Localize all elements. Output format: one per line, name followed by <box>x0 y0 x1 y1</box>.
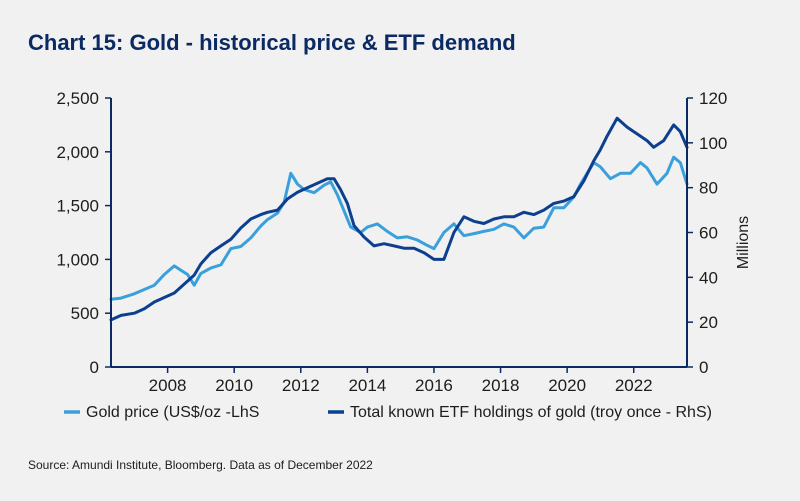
y-right-tick-label: 100 <box>699 134 727 153</box>
x-tick-label: 2012 <box>282 376 320 395</box>
y-right-tick-label: 0 <box>699 358 708 377</box>
series-line-1 <box>109 155 689 301</box>
plot-area <box>109 116 689 322</box>
x-tick-label: 2022 <box>615 376 653 395</box>
y-left-tick-label: 500 <box>71 304 99 323</box>
source-note: Source: Amundi Institute, Bloomberg. Dat… <box>28 458 373 472</box>
legend-label-2: Total known ETF holdings of gold (troy o… <box>350 404 712 421</box>
series-line-2 <box>109 116 689 322</box>
chart-title: Chart 15: Gold - historical price & ETF … <box>28 30 516 55</box>
y-left-tick-label: 1,000 <box>56 250 99 269</box>
y-right-tick-label: 20 <box>699 313 718 332</box>
y-right-tick-label: 60 <box>699 224 718 243</box>
legend-label-1: Gold price (US$/oz -LhS <box>86 404 259 421</box>
y-right-tick-label: 120 <box>699 89 727 108</box>
y-right-tick-label: 80 <box>699 179 718 198</box>
y-left-tick-label: 0 <box>90 358 99 377</box>
y-right-tick-label: 40 <box>699 268 718 287</box>
x-tick-label: 2020 <box>548 376 586 395</box>
x-tick-label: 2008 <box>149 376 187 395</box>
y-left-tick-label: 2,000 <box>56 143 99 162</box>
x-tick-label: 2010 <box>215 376 253 395</box>
y-left-tick-label: 2,500 <box>56 89 99 108</box>
x-tick-label: 2016 <box>415 376 453 395</box>
legend: Gold price (US$/oz -LhS Total known ETF h… <box>64 404 712 421</box>
y-left-tick-label: 1,500 <box>56 197 99 216</box>
y-right-axis-label: Millions <box>735 216 752 269</box>
axes: 0 500 1,000 1,500 2,000 2,500 0 20 40 60 80 100 120 M… <box>56 89 752 395</box>
x-tick-label: 2014 <box>348 376 386 395</box>
x-tick-label: 2018 <box>482 376 520 395</box>
